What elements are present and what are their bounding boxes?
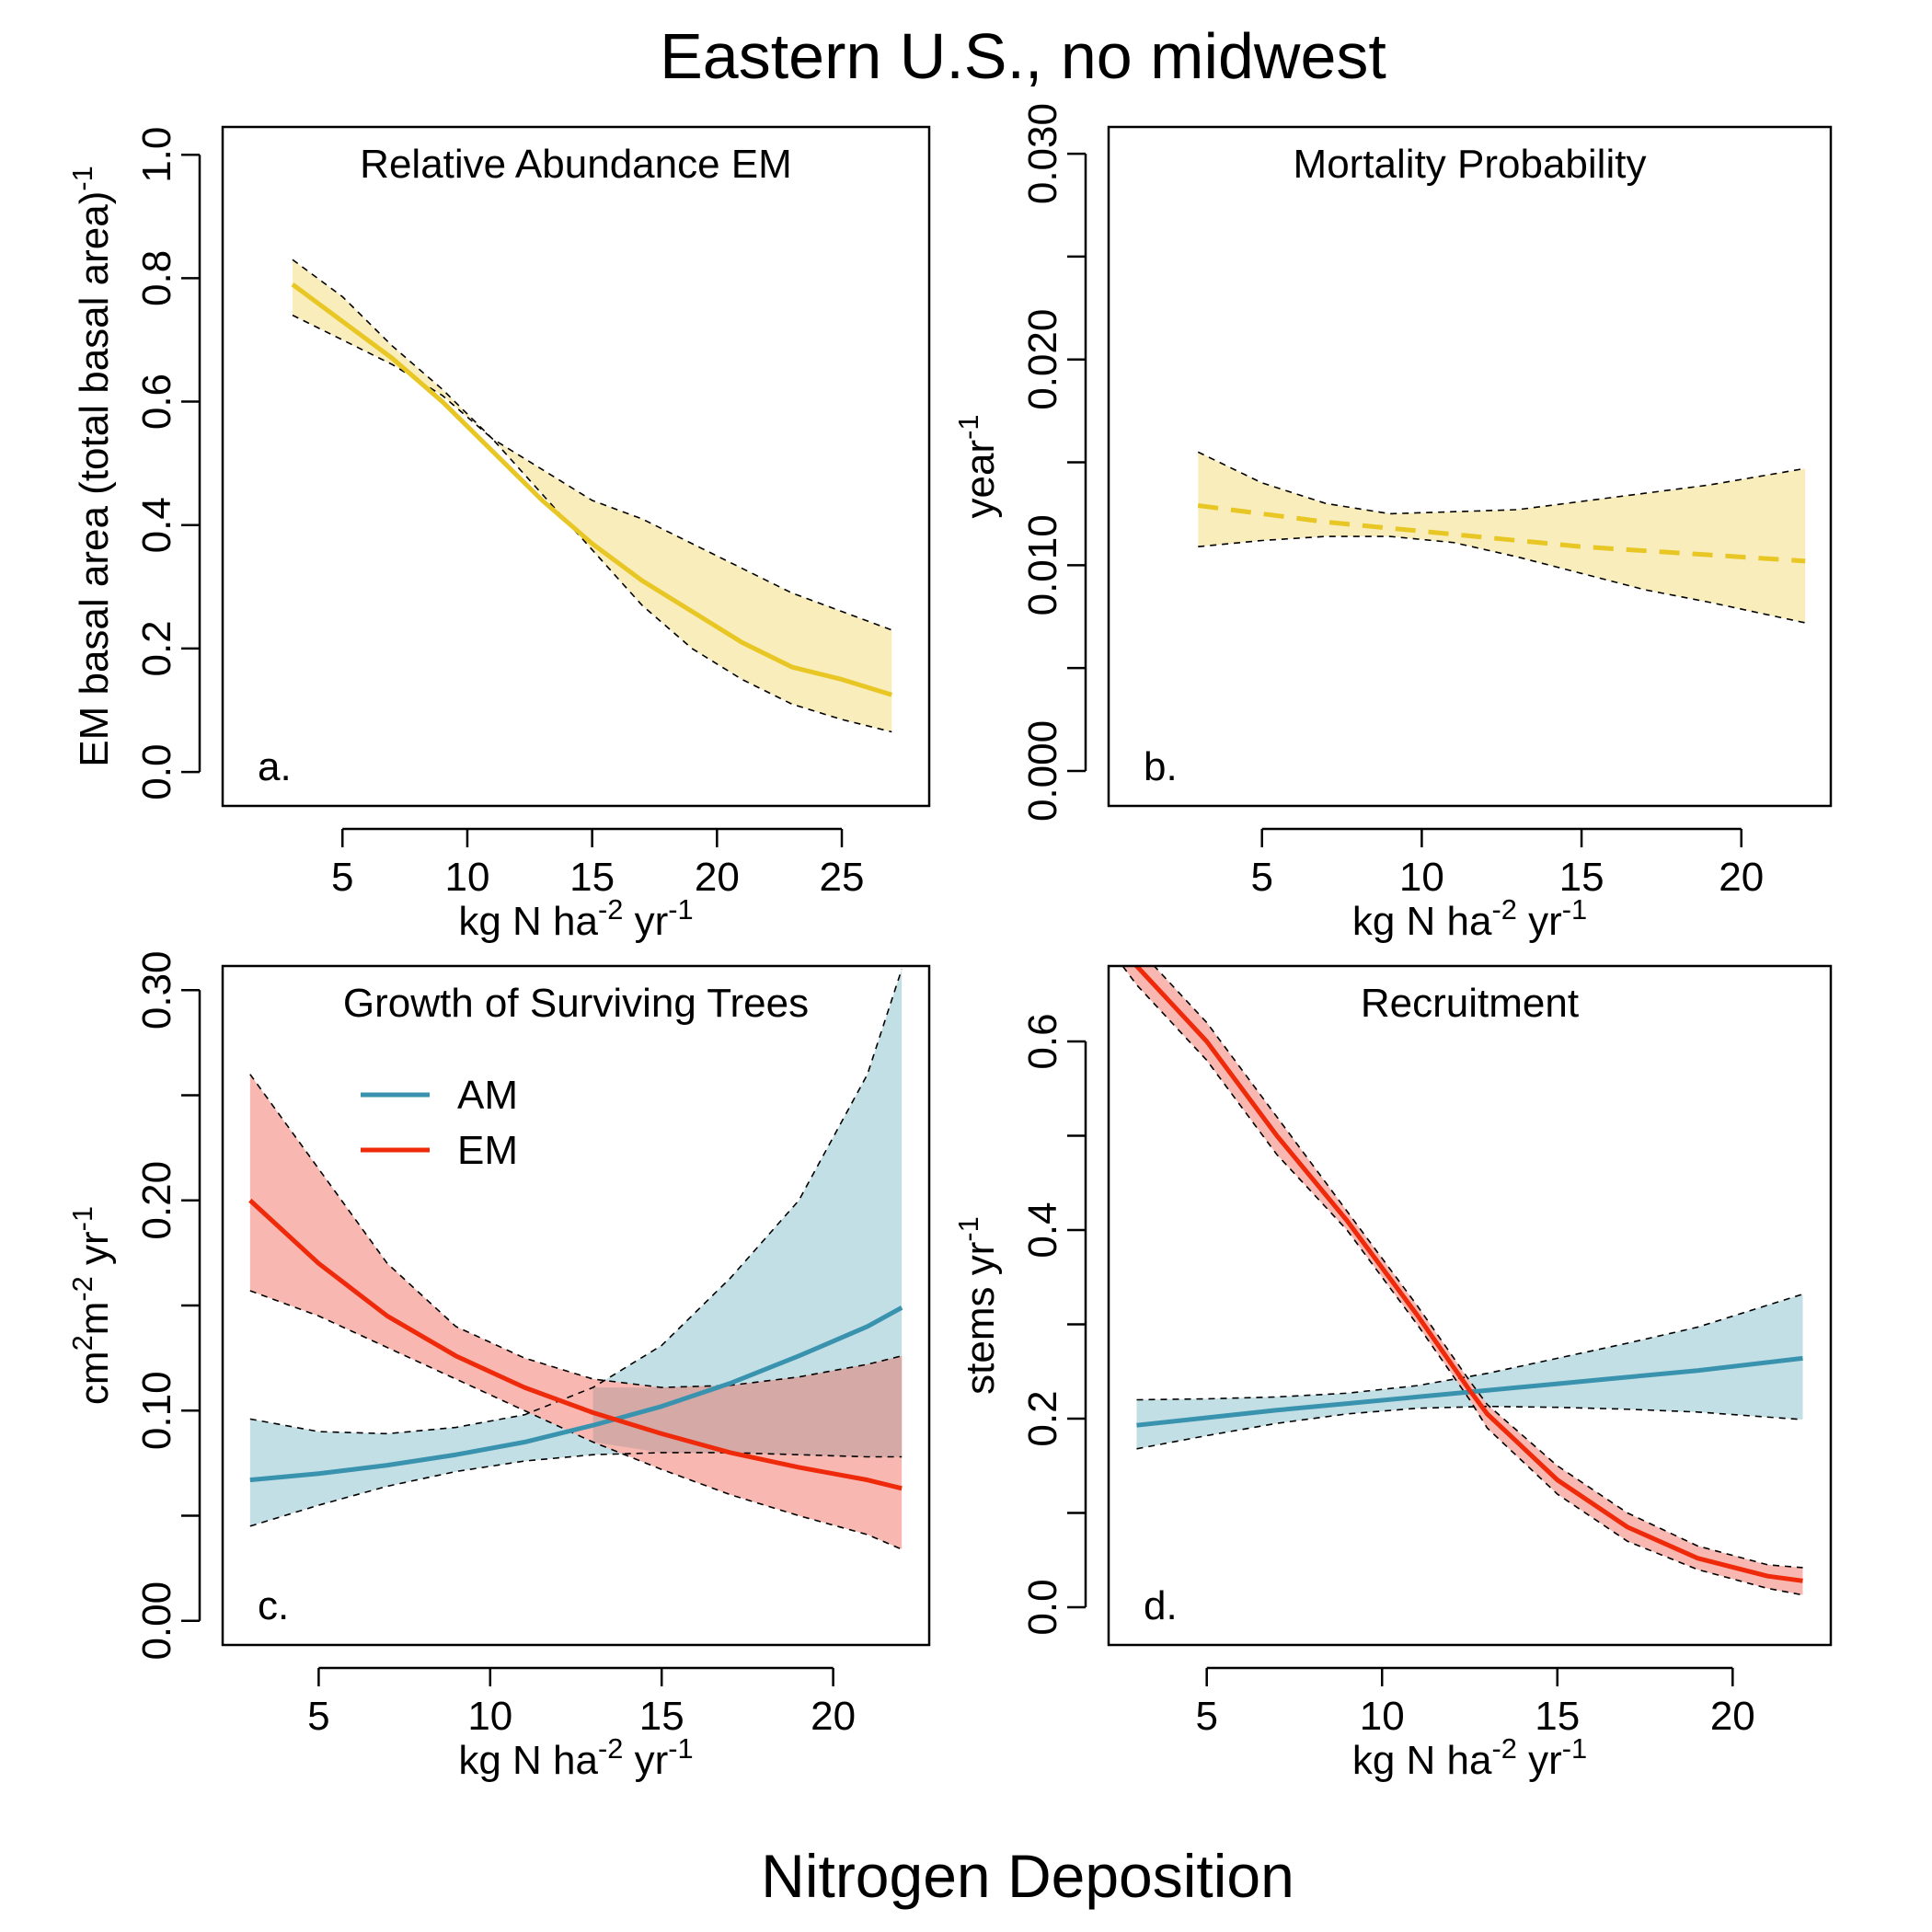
- y-tick-label-b: 0.000: [1020, 720, 1065, 822]
- y-tick-label-c: 0.10: [134, 1371, 179, 1450]
- y-tick-label-a: 0.2: [134, 620, 179, 676]
- panel-letter-b: b.: [1144, 744, 1178, 789]
- panel-c: 5 10 15 20 0.00 0.10 0.20 0.30 Growth of Survivi…: [66, 950, 931, 1784]
- band-lower-d-am: [1136, 1405, 1803, 1450]
- y-tick-label-a: 0.0: [134, 744, 179, 800]
- y-tick-label-d: 0.2: [1020, 1390, 1065, 1446]
- series-line-d-em: [1133, 966, 1803, 1583]
- plot-frame-d: [1107, 964, 1833, 1647]
- y-tick-label-a: 1.0: [134, 127, 179, 183]
- x-tick-label-c: 15: [639, 1694, 684, 1739]
- plot-area-a: [291, 259, 893, 733]
- panel-a: 5 10 15 20 25 0.0 0.2 0.4 0.6 0.8 1.0 Relative Abun…: [66, 125, 931, 945]
- y-axis-label-b: year-1: [952, 415, 1004, 519]
- band-lower-c-em: [249, 1290, 903, 1550]
- y-tick-label-a: 0.4: [134, 497, 179, 553]
- x-tick-label-c: 5: [307, 1694, 329, 1739]
- y-axis-label-d: stems yr-1: [952, 1216, 1004, 1395]
- band-lower-b-em: [1198, 535, 1806, 624]
- figure-title: Eastern U.S., no midwest: [660, 20, 1386, 92]
- band-upper-d-am: [1136, 1293, 1803, 1401]
- panel-title-c: Growth of Surviving Trees: [343, 981, 809, 1026]
- panel-letter-d: d.: [1144, 1583, 1178, 1628]
- confidence-band-a-em: [292, 259, 892, 732]
- series-line-d-am: [1136, 1355, 1803, 1428]
- y-tick-label-c: 0.00: [134, 1581, 179, 1661]
- x-tick-label-a: 25: [820, 855, 865, 900]
- figure-bottom-label: Nitrogen Deposition: [761, 1842, 1294, 1910]
- band-lower-d-em: [1121, 966, 1803, 1596]
- x-tick-label-c: 20: [811, 1694, 856, 1739]
- y-axis-label-c: cm2m-2 yr-1: [66, 1206, 118, 1405]
- x-axis-label-c: kg N ha-2 yr-1: [458, 1732, 693, 1784]
- y-tick-label-b: 0.030: [1020, 103, 1065, 204]
- panel-letter-a: a.: [258, 744, 292, 789]
- series-line-c-em: [248, 1198, 903, 1491]
- band-lower-a-em: [292, 314, 892, 733]
- y-tick-label-d: 0.0: [1020, 1579, 1065, 1635]
- band-upper-d-em: [1153, 966, 1803, 1569]
- series-line-a-em: [291, 282, 893, 697]
- x-tick-label-d: 10: [1360, 1694, 1405, 1739]
- plot-area-d: [1121, 966, 1803, 1596]
- x-tick-label-a: 5: [331, 855, 353, 900]
- plot-frame-c: [221, 964, 931, 1647]
- y-tick-label-c: 0.30: [134, 950, 179, 1029]
- y-tick-label-d: 0.6: [1020, 1013, 1065, 1069]
- x-axis-label-b: kg N ha-2 yr-1: [1352, 893, 1587, 945]
- plot-area-c: [248, 969, 903, 1550]
- confidence-band-overlap: [592, 1355, 903, 1457]
- y-tick-label-b: 0.020: [1020, 309, 1065, 410]
- x-tick-label-a: 10: [444, 855, 489, 900]
- series-line-b-em: [1197, 503, 1806, 564]
- y-tick-label-a: 0.6: [134, 374, 179, 430]
- band-lower-c-am: [249, 1452, 903, 1527]
- y-axis-label-a: EM basal area (total basal area)-1: [66, 166, 118, 767]
- panel-d: 5 10 15 20 0.0 0.2 0.4 0.6 Recruitment d. kg N ha-…: [952, 964, 1833, 1784]
- x-axis-label-a: kg N ha-2 yr-1: [458, 893, 693, 945]
- x-tick-label-c: 10: [467, 1694, 512, 1739]
- band-upper-b-em: [1197, 451, 1806, 515]
- panel-title-b: Mortality Probability: [1294, 142, 1647, 187]
- legend-label-em: EM: [457, 1128, 518, 1173]
- confidence-band-d-em: [1122, 966, 1803, 1595]
- x-tick-label-d: 5: [1195, 1694, 1217, 1739]
- series-line-c-am: [249, 1305, 903, 1483]
- band-upper-a-em: [292, 259, 892, 631]
- y-tick-label-a: 0.8: [134, 250, 179, 306]
- x-tick-label-b: 20: [1719, 855, 1764, 900]
- y-tick-label-c: 0.20: [134, 1161, 179, 1240]
- panel-letter-c: c.: [258, 1583, 289, 1628]
- y-tick-label-d: 0.4: [1020, 1202, 1065, 1258]
- x-tick-label-b: 15: [1559, 855, 1604, 900]
- x-tick-label-b: 5: [1250, 855, 1272, 900]
- x-axis-label-d: kg N ha-2 yr-1: [1352, 1732, 1587, 1784]
- panels: 5 10 15 20 25 0.0 0.2 0.4 0.6 0.8 1.0 Relative Abun…: [66, 103, 1833, 1784]
- band-upper-c-am: [249, 969, 903, 1435]
- legend-label-am: AM: [457, 1073, 518, 1118]
- plot-area-b: [1197, 451, 1806, 624]
- x-tick-label-b: 10: [1399, 855, 1444, 900]
- x-tick-label-a: 20: [695, 855, 740, 900]
- panel-title-a: Relative Abundance EM: [360, 142, 792, 187]
- panel-b: 5 10 15 20 0.000 0.010 0.020 0.030 Mortality Pro…: [952, 103, 1833, 945]
- y-tick-label-b: 0.010: [1020, 514, 1065, 615]
- x-tick-label-a: 15: [569, 855, 615, 900]
- panel-title-d: Recruitment: [1361, 981, 1579, 1026]
- x-tick-label-d: 15: [1535, 1694, 1580, 1739]
- confidence-band-d-am: [1136, 1294, 1803, 1449]
- band-upper-c-em: [249, 1074, 903, 1388]
- plot-frame-b: [1107, 125, 1833, 808]
- x-tick-label-d: 20: [1710, 1694, 1755, 1739]
- plot-frame-a: [221, 125, 931, 808]
